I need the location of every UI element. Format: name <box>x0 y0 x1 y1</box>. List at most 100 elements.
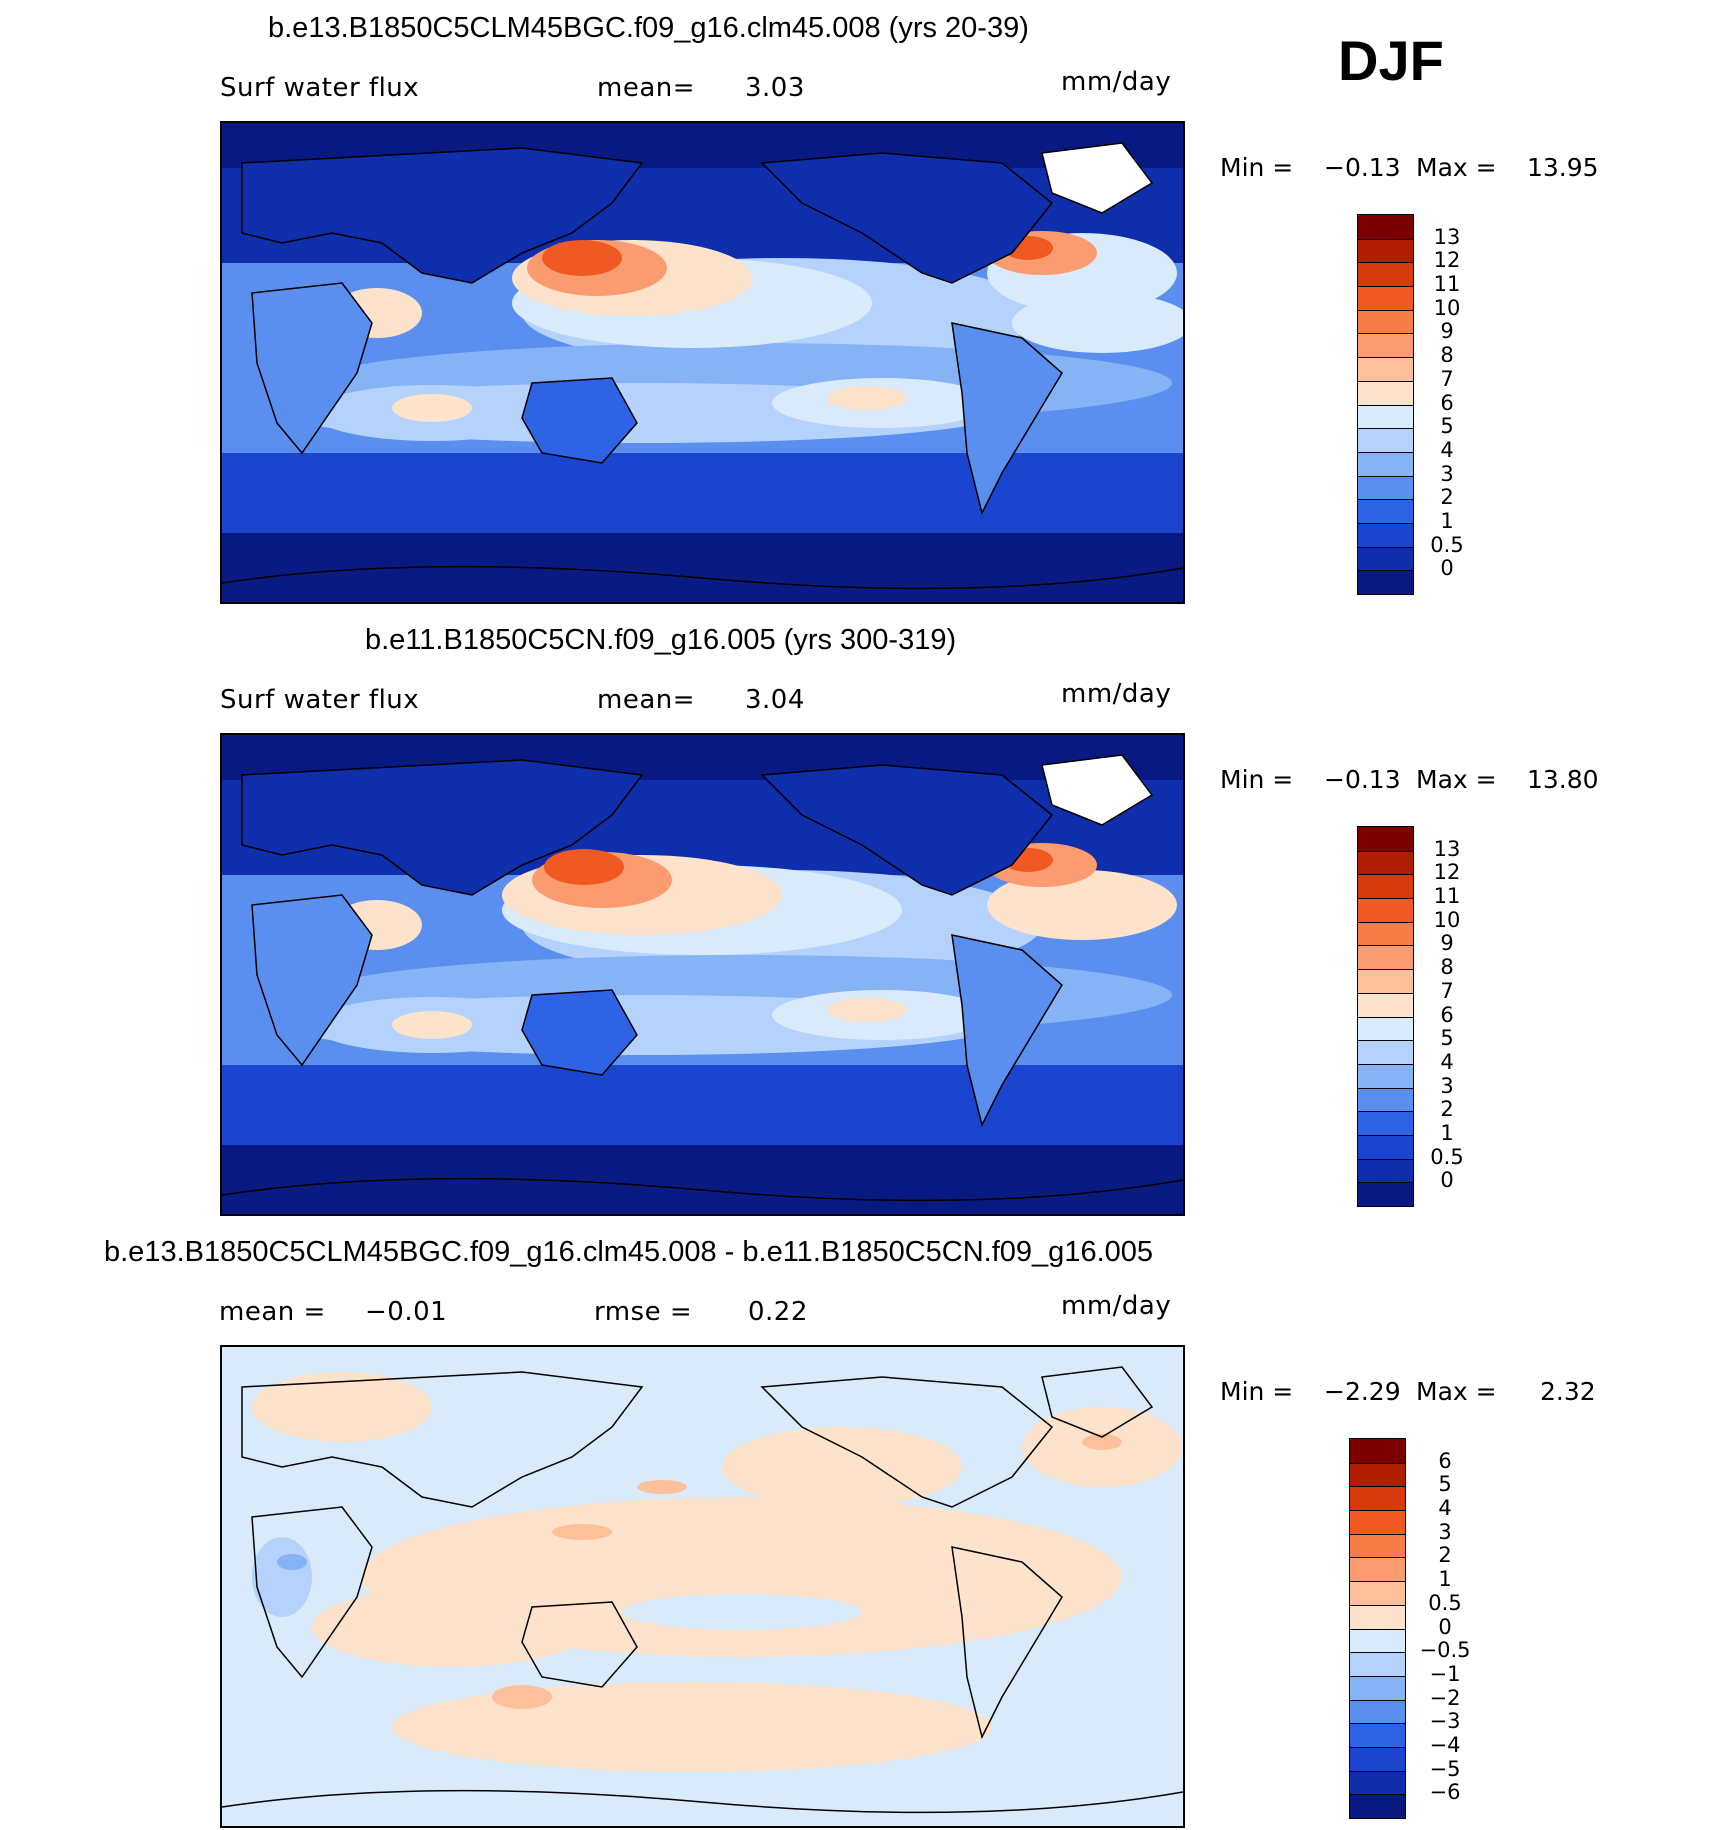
colorbar-label: 5 <box>1440 414 1454 439</box>
panel-1-title: b.e13.B1850C5CLM45BGC.f09_g16.clm45.008 … <box>268 12 1029 44</box>
colorbar-label: 13 <box>1433 224 1461 249</box>
colorbar-swatch <box>1358 1016 1413 1041</box>
colorbar-swatch <box>1358 546 1413 571</box>
colorbar-swatch <box>1358 1182 1413 1206</box>
colorbar-swatch <box>1358 1158 1413 1183</box>
colorbar-label: 3 <box>1440 461 1454 486</box>
colorbar-swatch <box>1358 522 1413 547</box>
colorbar-swatch <box>1358 499 1413 523</box>
colorbar-swatch <box>1358 451 1413 476</box>
panel-3-colorbar-labels: 6 5 4 3 2 1 0.5 0 −0.5 −1 −2 −3 −4 −5 −6 <box>1410 1438 1480 1819</box>
panel-3-title: b.e13.B1850C5CLM45BGC.f09_g16.clm45.008 … <box>104 1236 1154 1268</box>
colorbar-swatch <box>1350 1581 1405 1605</box>
colorbar-label: 10 <box>1433 907 1461 932</box>
colorbar-label: 12 <box>1433 860 1461 885</box>
colorbar-label: 1 <box>1440 1120 1454 1145</box>
colorbar-swatch <box>1358 262 1413 287</box>
panel-1-map <box>220 121 1185 604</box>
season-label: DJF <box>1338 29 1444 92</box>
colorbar-label: 3 <box>1440 1073 1454 1098</box>
panel-2-colorbar <box>1357 826 1414 1207</box>
colorbar-label: 0.5 <box>1430 1144 1464 1169</box>
colorbar-swatch <box>1350 1699 1405 1724</box>
colorbar-swatch <box>1358 1134 1413 1159</box>
colorbar-swatch <box>1358 992 1413 1017</box>
colorbar-label: 13 <box>1433 836 1461 861</box>
colorbar-label: 0 <box>1440 1168 1454 1193</box>
panel-1-min-value: −0.13 <box>1324 153 1401 182</box>
panel-2-variable: Surf water flux <box>220 685 420 715</box>
colorbar-swatch <box>1358 475 1413 500</box>
colorbar-swatch <box>1350 1557 1405 1582</box>
panel-1-max-label: Max = <box>1416 153 1497 182</box>
panel-3-min-label: Min = <box>1220 1377 1294 1406</box>
panel-2-mean-label: mean= <box>597 685 696 715</box>
colorbar-label: 0.5 <box>1430 532 1464 557</box>
panel-1-min-label: Min = <box>1220 153 1294 182</box>
colorbar-label: 4 <box>1440 1049 1454 1074</box>
panel-1-mean-value: 3.03 <box>745 73 805 103</box>
panel-3-units: mm/day <box>1061 1291 1172 1321</box>
colorbar-label: 10 <box>1433 295 1461 320</box>
panel-1-mean-label: mean= <box>597 73 696 103</box>
panel-2-max-label: Max = <box>1416 765 1497 794</box>
colorbar-swatch <box>1358 380 1413 405</box>
panel-3-rmse-value: 0.22 <box>748 1297 808 1327</box>
panel-3-mean-label: mean = <box>219 1297 326 1327</box>
colorbar-label: 9 <box>1440 931 1454 956</box>
colorbar-label: 6 <box>1440 1002 1454 1027</box>
panel-1-max-value: 13.95 <box>1527 153 1599 182</box>
colorbar-swatch <box>1350 1604 1405 1629</box>
panel-3-rmse-label: rmse = <box>594 1297 693 1327</box>
colorbar-label: −3 <box>1429 1709 1461 1734</box>
panel-2-mean-value: 3.04 <box>745 685 805 715</box>
panel-3-max-value: 2.32 <box>1540 1377 1596 1406</box>
colorbar-swatch <box>1358 333 1413 358</box>
colorbar-swatch <box>1350 1628 1405 1653</box>
panel-2-map <box>220 733 1185 1216</box>
colorbar-swatch <box>1350 1746 1405 1771</box>
colorbar-label: 11 <box>1433 272 1461 297</box>
colorbar-label: −2 <box>1429 1685 1461 1710</box>
colorbar-swatch <box>1350 1439 1405 1463</box>
colorbar-label: 2 <box>1440 485 1454 510</box>
colorbar-swatch <box>1358 898 1413 922</box>
panel-2-title: b.e11.B1850C5CN.f09_g16.005 (yrs 300-319… <box>365 624 957 656</box>
colorbar-label: 4 <box>1440 437 1454 462</box>
colorbar-swatch <box>1350 1675 1405 1700</box>
colorbar-swatch <box>1358 570 1413 594</box>
panel-2-units: mm/day <box>1061 679 1172 709</box>
colorbar-label: −5 <box>1429 1756 1461 1781</box>
colorbar-swatch <box>1358 874 1413 899</box>
colorbar-label: 7 <box>1440 366 1454 391</box>
colorbar-swatch <box>1358 215 1413 239</box>
panel-2-max-value: 13.80 <box>1527 765 1599 794</box>
colorbar-swatch <box>1350 1770 1405 1795</box>
colorbar-swatch <box>1358 827 1413 851</box>
colorbar-swatch <box>1358 309 1413 334</box>
colorbar-swatch <box>1358 238 1413 263</box>
panel-1-variable: Surf water flux <box>220 73 420 103</box>
panel-1-colorbar <box>1357 214 1414 595</box>
colorbar-label: 8 <box>1440 343 1454 368</box>
colorbar-label: −6 <box>1429 1780 1461 1805</box>
panel-1-colorbar-labels: 13 12 11 10 9 8 7 6 5 4 3 2 1 0.5 0 <box>1412 214 1482 595</box>
colorbar-label: 0 <box>1438 1614 1452 1639</box>
colorbar-label: 1 <box>1438 1567 1452 1592</box>
colorbar-label: 9 <box>1440 319 1454 344</box>
colorbar-swatch <box>1358 1063 1413 1088</box>
colorbar-swatch <box>1358 921 1413 946</box>
colorbar-swatch <box>1350 1533 1405 1558</box>
colorbar-label: 11 <box>1433 884 1461 909</box>
panel-2-min-value: −0.13 <box>1324 765 1401 794</box>
colorbar-swatch <box>1350 1652 1405 1676</box>
colorbar-swatch <box>1358 969 1413 993</box>
panel-3-mean-value: −0.01 <box>365 1297 448 1327</box>
colorbar-label: 6 <box>1440 390 1454 415</box>
colorbar-label: 1 <box>1440 508 1454 533</box>
colorbar-label: −0.5 <box>1419 1638 1471 1663</box>
colorbar-label: 8 <box>1440 955 1454 980</box>
panel-3-map <box>220 1345 1185 1828</box>
colorbar-swatch <box>1358 850 1413 875</box>
colorbar-swatch <box>1358 428 1413 452</box>
